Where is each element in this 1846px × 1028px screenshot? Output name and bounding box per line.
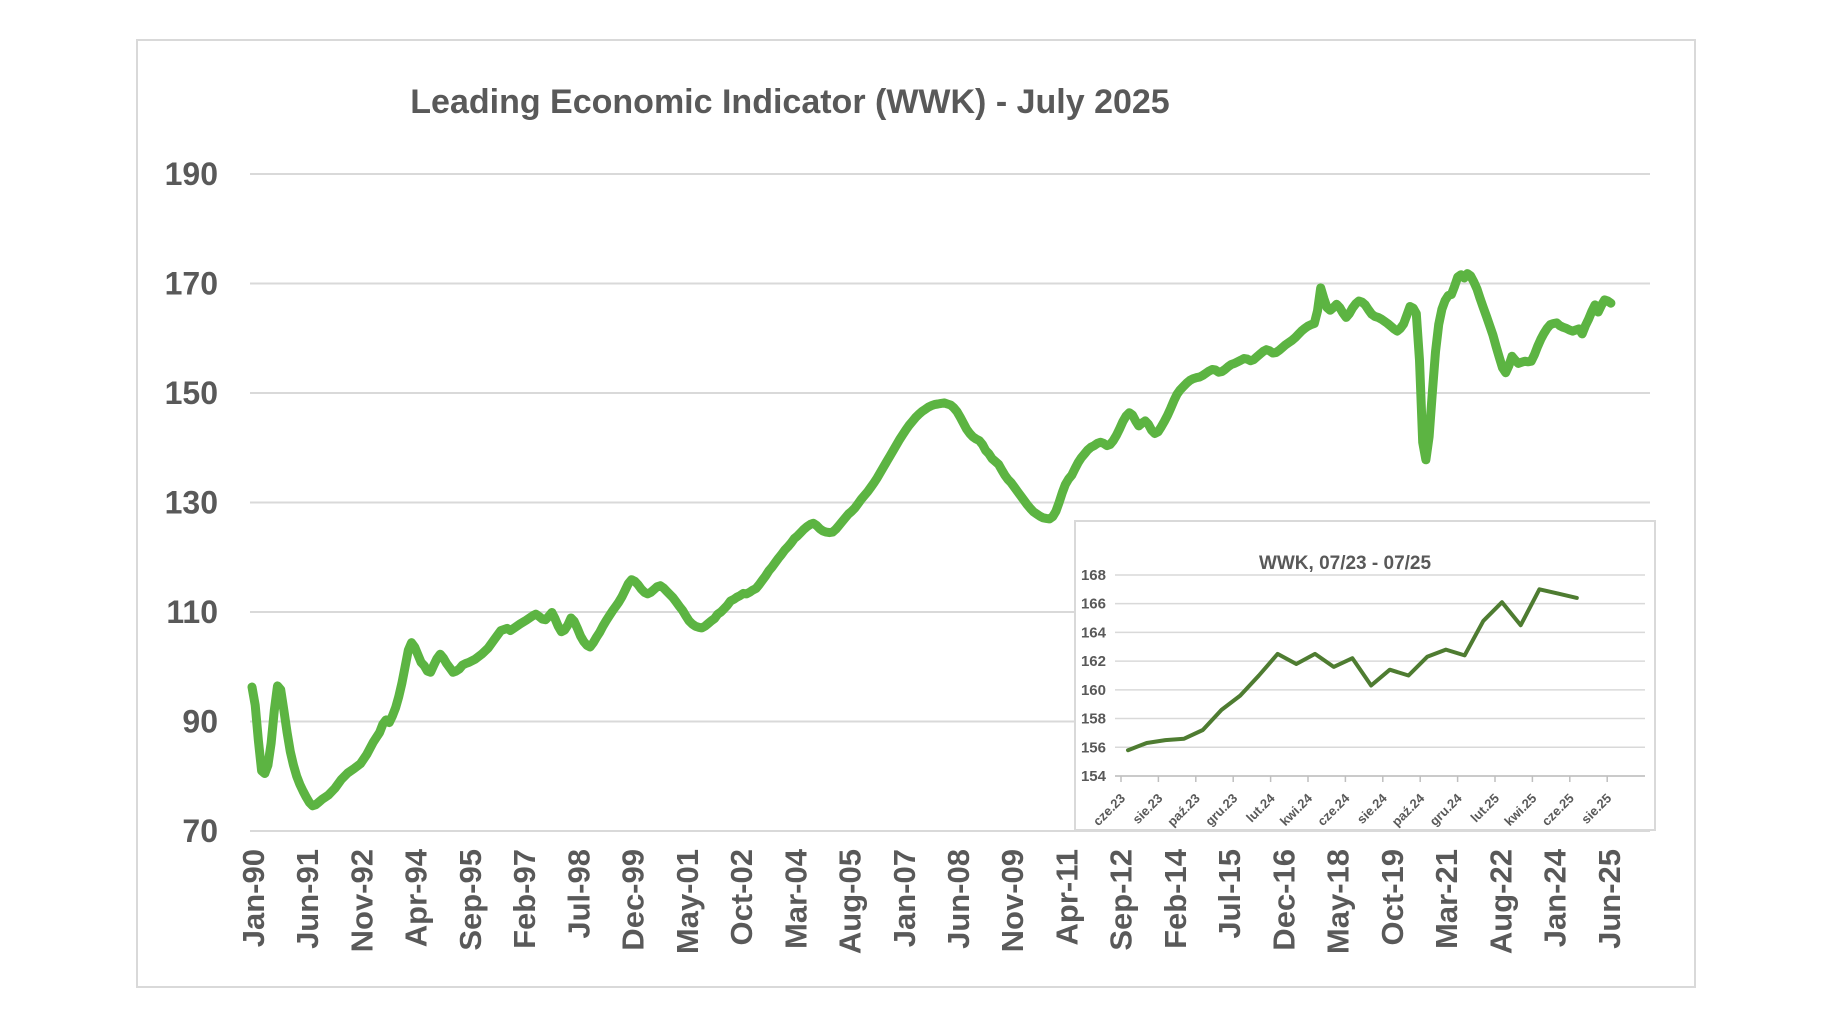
x-tick-label: Feb-14 bbox=[1158, 848, 1193, 949]
x-tick-label: Aug-05 bbox=[833, 849, 868, 954]
x-tick-label: Apr-11 bbox=[1049, 849, 1084, 945]
x-tick-label: Dec-99 bbox=[616, 849, 651, 951]
inset-x-axis-ticks bbox=[1115, 775, 1645, 782]
x-tick-label: Sep-12 bbox=[1104, 849, 1139, 951]
x-tick-label: Oct-02 bbox=[724, 849, 759, 945]
x-tick-label: Jul-15 bbox=[1212, 849, 1247, 939]
x-tick-label: Mar-21 bbox=[1429, 849, 1464, 949]
y-tick-label: 90 bbox=[182, 704, 218, 740]
main-chart-title: Leading Economic Indicator (WWK) - July … bbox=[410, 83, 1169, 121]
x-tick-label: Nov-92 bbox=[344, 849, 379, 952]
inset-y-tick-label: 156 bbox=[1081, 739, 1106, 756]
figure-border bbox=[136, 39, 1696, 988]
inset-chart: WWK, 07/23 - 07/25 168 166 164 162 160 158 156… bbox=[1074, 520, 1656, 831]
main-y-axis-labels: 190 170 150 130 110 90 70 bbox=[165, 156, 218, 849]
x-tick-label: Dec-16 bbox=[1266, 849, 1301, 951]
y-tick-label: 170 bbox=[165, 266, 218, 302]
x-tick-label: Sep-95 bbox=[453, 849, 488, 951]
x-tick-label: Jun-08 bbox=[941, 849, 976, 949]
x-tick-label: Jan-90 bbox=[236, 849, 271, 947]
x-tick-label: Jun-25 bbox=[1592, 849, 1627, 949]
x-tick-label: Jul-98 bbox=[561, 849, 596, 939]
x-tick-label: Aug-22 bbox=[1483, 849, 1518, 954]
x-tick-label: Jun-91 bbox=[290, 849, 325, 949]
x-tick-label: Jan-07 bbox=[887, 849, 922, 947]
main-series-line bbox=[247, 269, 1616, 811]
inset-y-tick-label: 160 bbox=[1081, 682, 1106, 699]
inset-chart-title: WWK, 07/23 - 07/25 bbox=[1259, 553, 1432, 574]
y-tick-label: 150 bbox=[165, 375, 218, 411]
y-tick-label: 110 bbox=[166, 594, 218, 630]
main-x-axis-labels: Jan-90 Jun-91 Nov-92 Apr-94 Sep-95 Feb-97 Jul-… bbox=[236, 848, 1627, 954]
y-tick-label: 130 bbox=[165, 485, 218, 521]
x-tick-label: May-18 bbox=[1321, 849, 1356, 954]
inset-series-line bbox=[1126, 587, 1579, 753]
x-tick-label: Jan-24 bbox=[1538, 848, 1573, 947]
inset-y-tick-label: 164 bbox=[1081, 624, 1107, 641]
inset-y-tick-label: 166 bbox=[1081, 596, 1106, 613]
inset-y-tick-label: 162 bbox=[1081, 653, 1106, 670]
inset-y-axis-labels: 168 166 164 162 160 158 156 154 bbox=[1081, 567, 1107, 785]
x-tick-label: Oct-19 bbox=[1375, 849, 1410, 945]
inset-y-tick-label: 158 bbox=[1081, 711, 1106, 728]
x-tick-label: Mar-04 bbox=[778, 848, 813, 949]
inset-y-tick-label: 154 bbox=[1081, 768, 1107, 785]
y-tick-label: 190 bbox=[165, 156, 218, 192]
x-tick-label: Feb-97 bbox=[507, 849, 542, 949]
x-tick-label: Apr-94 bbox=[399, 848, 434, 947]
inset-y-tick-label: 168 bbox=[1081, 567, 1106, 584]
y-tick-label: 70 bbox=[182, 813, 218, 849]
x-tick-label: Nov-09 bbox=[995, 849, 1030, 952]
x-tick-label: May-01 bbox=[670, 849, 705, 954]
